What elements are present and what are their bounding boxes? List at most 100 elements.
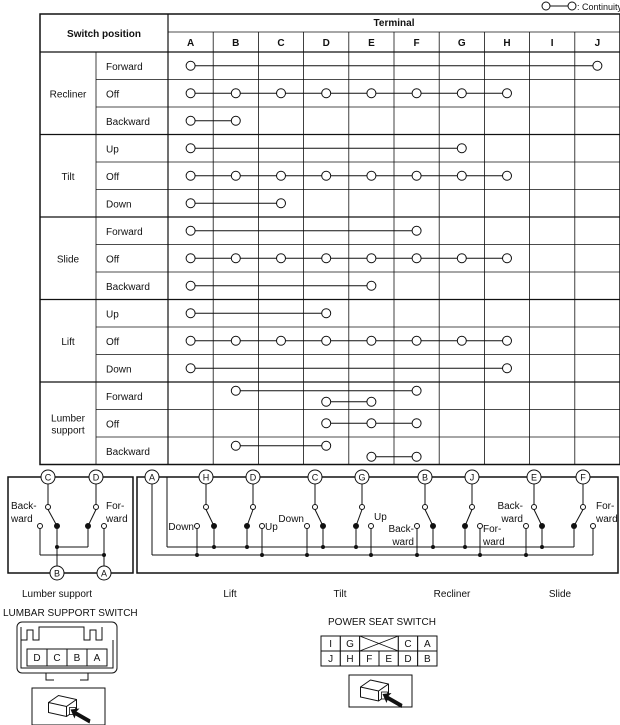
connector-pin-C: C — [404, 639, 411, 650]
group-label: support — [51, 425, 85, 436]
switch-group-lift: Lift Up Off Down — [40, 298, 620, 382]
switch-pivot — [359, 504, 365, 510]
junction-dot — [260, 553, 264, 557]
terminal-B-label: B — [422, 473, 428, 483]
table-row: Backward — [96, 106, 620, 128]
continuity-point-B — [230, 170, 241, 181]
junction-dot — [369, 553, 373, 557]
switch-lever — [424, 509, 434, 527]
continuity-point-C — [276, 170, 286, 181]
switch-J: J For-ward — [462, 469, 505, 557]
continuity-point-A — [185, 280, 196, 291]
lumbar-terminal-D-label: D — [93, 473, 100, 483]
switch-contact-open — [523, 523, 529, 529]
junction-dot — [55, 545, 59, 549]
switch-position-label: Off — [106, 89, 119, 100]
power-seat-schematic-box — [136, 476, 619, 574]
terminal-D — [245, 469, 261, 485]
backward-label: Back- — [11, 501, 37, 512]
switch-position-label: Backward — [106, 447, 150, 458]
forward-label: For- — [106, 501, 124, 512]
terminal-header-D: D — [323, 38, 330, 49]
junction-dot — [102, 553, 106, 557]
switch-lever — [47, 509, 58, 527]
switch-position-label: Backward — [106, 117, 150, 128]
continuity-point-G — [456, 88, 467, 99]
junction-dot — [524, 553, 528, 557]
connector-tab — [45, 673, 89, 681]
lumbar-terminal-A-label: A — [101, 569, 107, 579]
terminal-header-A: A — [187, 38, 194, 49]
switch-position-label: Down — [106, 364, 132, 375]
terminal-B — [417, 469, 433, 485]
switch-F: F For-ward — [571, 469, 618, 555]
switch-position-label: For- — [596, 501, 614, 512]
blank-cell-cross — [359, 635, 399, 652]
terminal-F — [575, 469, 591, 485]
switch-pivot — [422, 504, 428, 510]
switch-position-label: Up — [106, 144, 119, 155]
continuity-point-B — [230, 335, 241, 346]
junction-dot — [245, 545, 249, 549]
switch-position-label: Backward — [106, 282, 150, 293]
switch-position-label: Forward — [106, 227, 143, 238]
table-row: Down — [96, 189, 620, 210]
table-row: Down — [96, 354, 620, 375]
continuity-point-A — [185, 143, 196, 154]
continuity-point-D — [321, 396, 332, 407]
arrow-icon — [70, 708, 91, 724]
connector-pin-F: F — [366, 654, 372, 665]
table-row: Forward — [106, 60, 603, 73]
continuity-point-E — [366, 396, 377, 407]
schematic-caption-tilt: Tilt — [334, 589, 347, 600]
group-label: Lift — [61, 337, 75, 348]
table-border — [39, 13, 620, 466]
switch-position-label: Off — [106, 172, 119, 183]
switch-contact-open — [368, 523, 374, 529]
switch-position-label: Up — [374, 512, 387, 523]
continuity-point-A — [185, 115, 196, 126]
table-row: Off — [96, 161, 620, 183]
connector-pin-E: E — [385, 654, 392, 665]
switch-position-label: For- — [483, 524, 501, 535]
connector-pin-G: G — [346, 639, 354, 650]
switch-position-label: Up — [265, 522, 278, 533]
switch-lever — [205, 509, 215, 527]
continuity-point-H — [502, 170, 512, 181]
junction-dot — [305, 553, 309, 557]
schematic-caption-recliner: Recliner — [434, 589, 471, 600]
continuity-point-A — [185, 225, 196, 236]
continuity-point-F — [411, 385, 422, 396]
continuity-point-B — [230, 440, 241, 451]
switch-group-slide: Slide Forward Off Backward — [40, 216, 620, 300]
terminal-header-H: H — [503, 38, 510, 49]
switch-pivot — [93, 504, 99, 510]
continuity-point-C — [276, 253, 286, 264]
switch-contact-open — [259, 523, 265, 529]
connector-pin-cell — [86, 648, 108, 667]
schematic-caption-lift: Lift — [223, 589, 237, 600]
continuity-legend: : Continuity — [541, 1, 620, 12]
schematic-caption-slide: Slide — [549, 589, 572, 600]
connector-pin-B: B — [424, 654, 431, 665]
switch-position-label: Up — [106, 309, 119, 320]
connector-pin-cell — [417, 635, 438, 652]
switch-position-label: Off — [106, 337, 119, 348]
switch-contact-open — [37, 523, 43, 529]
continuity-point-D — [321, 308, 332, 319]
continuity-point-D — [321, 335, 332, 346]
switch-D: D Up — [244, 469, 278, 557]
junction-dot — [354, 545, 358, 549]
switch-lever — [314, 509, 324, 527]
continuity-point-D — [321, 88, 332, 99]
terminal-J-label: J — [470, 473, 475, 483]
continuity-point-H — [502, 363, 512, 374]
lumbar-terminal-B-label: B — [54, 569, 60, 579]
terminal-G — [354, 469, 370, 485]
lumbar-caption: Lumber support — [22, 589, 92, 600]
lumbar-terminal-A — [96, 565, 112, 581]
continuity-point-F — [411, 170, 422, 181]
switch-position-label: Off — [106, 419, 119, 430]
switch-position-label: Down — [278, 514, 304, 525]
terminal-header-E: E — [368, 38, 375, 49]
